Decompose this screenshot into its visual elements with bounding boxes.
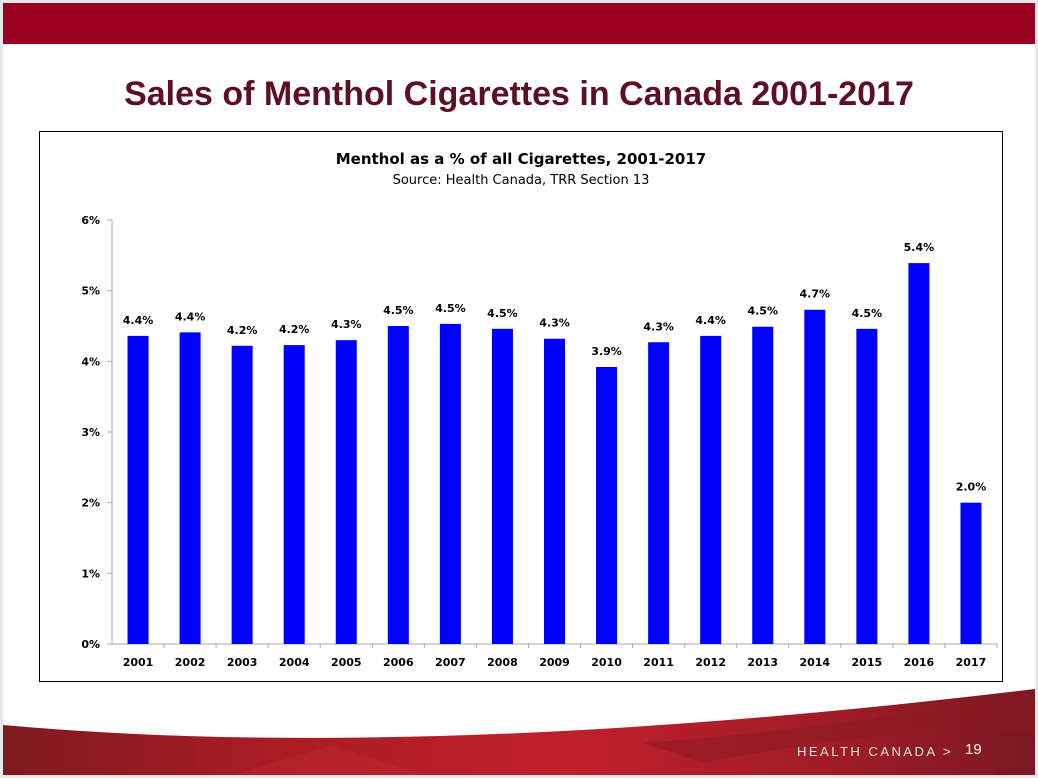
- y-tick-label: 1%: [81, 567, 100, 580]
- bar-2012: [700, 335, 722, 644]
- y-tick-label: 2%: [81, 497, 100, 510]
- x-tick-label: 2010: [591, 656, 622, 669]
- data-label-2015: 4.5%: [852, 307, 883, 320]
- bar-2002: [179, 332, 201, 644]
- bar-2011: [648, 342, 670, 644]
- bar-2006: [387, 326, 409, 644]
- top-banner: [3, 3, 1035, 44]
- y-tick-label: 4%: [81, 355, 100, 368]
- bar-2001: [127, 335, 149, 644]
- bar-2003: [231, 345, 253, 644]
- x-tick-label: 2012: [695, 656, 726, 669]
- bar-2010: [596, 366, 618, 644]
- data-label-2013: 4.5%: [747, 305, 778, 318]
- data-label-2006: 4.5%: [383, 304, 414, 317]
- data-label-2004: 4.2%: [279, 323, 310, 336]
- bar-2015: [856, 328, 878, 644]
- data-label-2007: 4.5%: [435, 302, 466, 315]
- bar-2008: [491, 328, 513, 644]
- x-tick-label: 2002: [175, 656, 206, 669]
- bar-2014: [804, 309, 826, 644]
- x-tick-label: 2014: [799, 656, 830, 669]
- bar-2005: [335, 340, 357, 644]
- bar-2016: [908, 263, 930, 644]
- data-label-2017: 2.0%: [956, 481, 987, 494]
- slide: Sales of Menthol Cigarettes in Canada 20…: [3, 3, 1035, 775]
- chart-title: Menthol as a % of all Cigarettes, 2001-2…: [336, 150, 707, 168]
- chart-frame: Menthol as a % of all Cigarettes, 2001-2…: [39, 131, 1003, 682]
- data-label-2005: 4.3%: [331, 318, 362, 331]
- footer-brand: HEALTH CANADA >: [797, 744, 954, 759]
- x-tick-label: 2013: [747, 656, 778, 669]
- bar-2017: [960, 502, 982, 644]
- data-label-2012: 4.4%: [695, 314, 726, 327]
- data-label-2010: 3.9%: [591, 345, 622, 358]
- data-label-2016: 5.4%: [904, 241, 935, 254]
- x-tick-label: 2006: [383, 656, 414, 669]
- footer-wave: [3, 689, 1035, 775]
- data-label-2011: 4.3%: [643, 320, 674, 333]
- x-tick-label: 2003: [227, 656, 258, 669]
- bar-2009: [544, 338, 565, 644]
- x-tick-label: 2008: [487, 656, 518, 669]
- bar-2013: [752, 326, 774, 644]
- chart-subtitle: Source: Health Canada, TRR Section 13: [393, 173, 650, 188]
- y-tick-label: 3%: [81, 426, 100, 439]
- x-tick-label: 2005: [331, 656, 362, 669]
- data-label-2002: 4.4%: [175, 310, 206, 323]
- x-tick-label: 2015: [852, 656, 883, 669]
- bar-2004: [283, 345, 305, 644]
- x-tick-label: 2011: [643, 656, 674, 669]
- x-tick-label: 2009: [539, 656, 570, 669]
- bar-2007: [439, 323, 461, 644]
- page-number: 19: [965, 741, 982, 758]
- data-label-2014: 4.7%: [800, 288, 831, 301]
- y-tick-label: 0%: [81, 638, 100, 651]
- x-tick-label: 2004: [279, 656, 310, 669]
- x-tick-label: 2016: [904, 656, 935, 669]
- data-label-2001: 4.4%: [123, 314, 154, 327]
- x-tick-label: 2001: [123, 656, 154, 669]
- slide-title: Sales of Menthol Cigarettes in Canada 20…: [124, 75, 914, 113]
- x-tick-label: 2017: [956, 656, 987, 669]
- data-label-2008: 4.5%: [487, 307, 518, 320]
- x-tick-label: 2007: [435, 656, 466, 669]
- data-label-2003: 4.2%: [227, 324, 258, 337]
- y-tick-label: 5%: [81, 285, 100, 298]
- bar-chart: Menthol as a % of all Cigarettes, 2001-2…: [81, 150, 998, 669]
- data-label-2009: 4.3%: [539, 317, 570, 330]
- y-tick-label: 6%: [81, 214, 100, 227]
